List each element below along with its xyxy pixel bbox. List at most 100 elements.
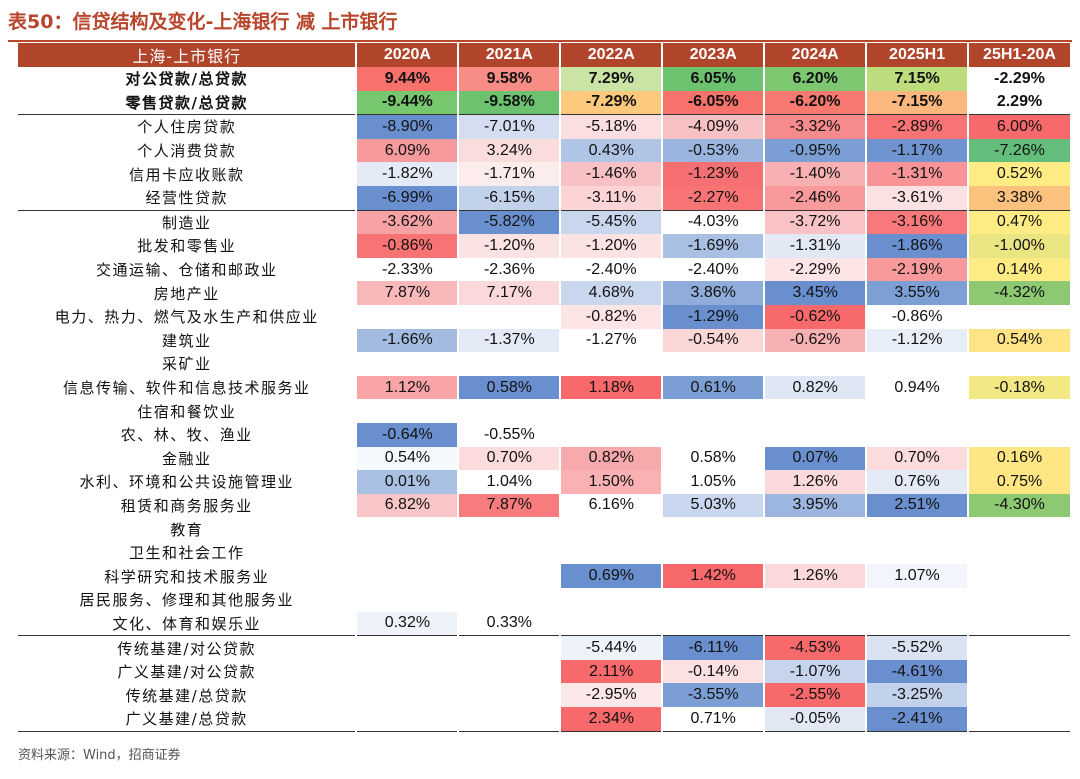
value-cell xyxy=(355,564,459,589)
value-cell: 0.82% xyxy=(559,446,663,471)
row-label: 个人住房贷款 xyxy=(18,114,357,139)
row-label: 教育 xyxy=(170,520,204,539)
table-row: 居民服务、修理和其他服务业 xyxy=(18,588,1070,612)
value-cell: -0.53% xyxy=(661,138,765,163)
value-cell: -7.26% xyxy=(967,138,1070,163)
value-cell xyxy=(457,352,561,376)
value-cell: -7.15% xyxy=(865,90,969,115)
value-cell xyxy=(355,517,459,541)
value-cell: 1.12% xyxy=(355,375,459,400)
row-label: 传统基建/总贷款 xyxy=(125,686,248,705)
value-cell: 3.38% xyxy=(967,185,1070,211)
value-cell: -0.64% xyxy=(355,422,459,447)
value-cell: 7.17% xyxy=(457,281,561,305)
value-cell xyxy=(355,635,459,660)
value-cell: -4.09% xyxy=(661,114,765,139)
row-label: 信息传输、软件和信息技术服务业 xyxy=(62,379,311,398)
value-cell: 2.11% xyxy=(559,659,663,684)
value-cell xyxy=(967,707,1070,732)
value-cell: -1.20% xyxy=(457,234,561,258)
value-cell: -2.29% xyxy=(967,67,1070,91)
value-cell: 1.50% xyxy=(559,470,663,494)
value-cell: -1.40% xyxy=(763,162,867,186)
value-cell xyxy=(967,635,1070,660)
header-2024a: 2024A xyxy=(763,43,867,67)
value-cell xyxy=(457,683,561,708)
value-cell: -6.05% xyxy=(661,90,765,115)
value-cell: -1.20% xyxy=(559,234,663,258)
value-cell xyxy=(865,352,969,376)
loan-structure-table: 上海-上市银行 2020A 2021A 2022A 2023A 2024A 20… xyxy=(18,43,1070,732)
row-label: 房地产业 xyxy=(153,284,220,303)
value-cell xyxy=(661,352,765,376)
value-cell: -2.33% xyxy=(355,257,459,282)
value-cell xyxy=(661,422,765,447)
value-cell: 0.61% xyxy=(661,375,765,400)
value-cell xyxy=(355,707,459,732)
value-cell: 0.82% xyxy=(763,375,867,400)
value-cell: -1.37% xyxy=(457,328,561,353)
value-cell: 9.58% xyxy=(457,67,561,91)
row-label: 零售贷款/总贷款 xyxy=(125,93,248,112)
value-cell xyxy=(559,422,663,447)
value-cell: 0.54% xyxy=(355,446,459,471)
table-row: 传统基建/总贷款 -2.95% -3.55% -2.55% -3.25% xyxy=(18,683,1070,708)
value-cell: -5.52% xyxy=(865,635,969,660)
value-cell xyxy=(559,611,663,636)
value-cell: 0.76% xyxy=(865,470,969,494)
value-cell: 0.47% xyxy=(967,209,1070,235)
value-cell: 7.87% xyxy=(457,493,561,518)
row-label: 电力、热力、燃气及水生产和供应业 xyxy=(54,308,319,327)
value-cell: 2.34% xyxy=(559,707,663,732)
row-label: 交通运输、仓储和邮政业 xyxy=(95,261,278,280)
value-cell: 0.01% xyxy=(355,470,459,494)
row-label: 对公贷款/总贷款 xyxy=(125,70,248,89)
table-row: 交通运输、仓储和邮政业 -2.33% -2.36% -2.40% -2.40% -2.29… xyxy=(18,257,1070,282)
value-cell: 3.45% xyxy=(763,281,867,305)
table-row: 零售贷款/总贷款 -9.44% -9.58% -7.29% -6.05% -6.20% -7… xyxy=(18,90,1070,115)
value-cell xyxy=(355,588,459,612)
value-cell: 1.26% xyxy=(763,470,867,494)
value-cell xyxy=(457,659,561,684)
row-label: 信用卡应收账款 xyxy=(128,165,245,184)
value-cell xyxy=(865,588,969,612)
value-cell: 0.14% xyxy=(967,257,1070,282)
value-cell: 1.05% xyxy=(661,470,765,494)
value-cell: -9.58% xyxy=(457,90,561,115)
value-cell: -1.27% xyxy=(559,328,663,353)
value-cell: -0.55% xyxy=(457,422,561,447)
value-cell xyxy=(559,540,663,565)
value-cell: -0.14% xyxy=(661,659,765,684)
value-cell: 1.26% xyxy=(763,564,867,589)
table-row: 广义基建/总贷款 2.34% 0.71% -0.05% -2.41% xyxy=(18,707,1070,732)
value-cell xyxy=(967,588,1070,612)
table-row: 科学研究和技术服务业 0.69% 1.42% 1.26% 1.07% xyxy=(18,564,1070,589)
value-cell: 0.52% xyxy=(967,162,1070,186)
value-cell: -3.55% xyxy=(661,683,765,708)
value-cell: -9.44% xyxy=(355,90,459,115)
header-2023a: 2023A xyxy=(661,43,765,67)
value-cell: -2.36% xyxy=(457,257,561,282)
value-cell xyxy=(457,540,561,565)
value-cell: 4.68% xyxy=(559,281,663,305)
table-row: 广义基建/对公贷款 2.11% -0.14% -1.07% -4.61% xyxy=(18,659,1070,684)
row-label: 卫生和社会工作 xyxy=(128,544,245,563)
table-row: 个人住房贷款 -8.90% -7.01% -5.18% -4.09% -3.32% -2.8… xyxy=(18,114,1070,139)
value-cell: -0.86% xyxy=(355,234,459,258)
value-cell: 0.70% xyxy=(457,446,561,471)
header-row: 上海-上市银行 2020A 2021A 2022A 2023A 2024A 20… xyxy=(18,43,1070,67)
value-cell: 1.04% xyxy=(457,470,561,494)
table-row: 信息传输、软件和信息技术服务业 1.12% 0.58% 1.18% 0.61% 0.82%… xyxy=(18,375,1070,400)
header-2022a: 2022A xyxy=(559,43,663,67)
value-cell: -5.18% xyxy=(559,114,663,139)
row-label: 金融业 xyxy=(161,449,212,468)
value-cell: -2.55% xyxy=(763,683,867,708)
table-row: 个人消费贷款 6.09% 3.24% 0.43% -0.53% -0.95% -1.17% -… xyxy=(18,138,1070,163)
row-label: 居民服务、修理和其他服务业 xyxy=(79,591,294,610)
value-cell: -5.82% xyxy=(457,209,561,235)
value-cell: -2.40% xyxy=(661,257,765,282)
value-cell: -6.15% xyxy=(457,185,561,211)
table-row: 制造业 -3.62% -5.82% -5.45% -4.03% -3.72% -3.16% 0… xyxy=(18,209,1070,235)
value-cell: 0.43% xyxy=(559,138,663,163)
value-cell xyxy=(559,588,663,612)
